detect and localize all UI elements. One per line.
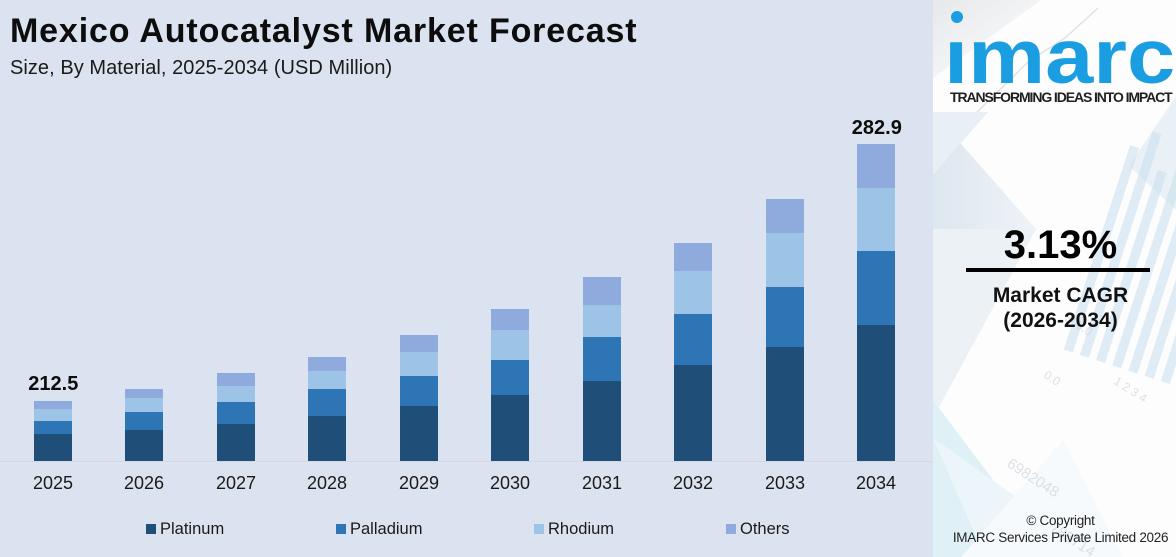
svg-text:0.0: 0.0 [1041,368,1063,389]
svg-text:1 2 3 4: 1 2 3 4 [1111,374,1150,406]
